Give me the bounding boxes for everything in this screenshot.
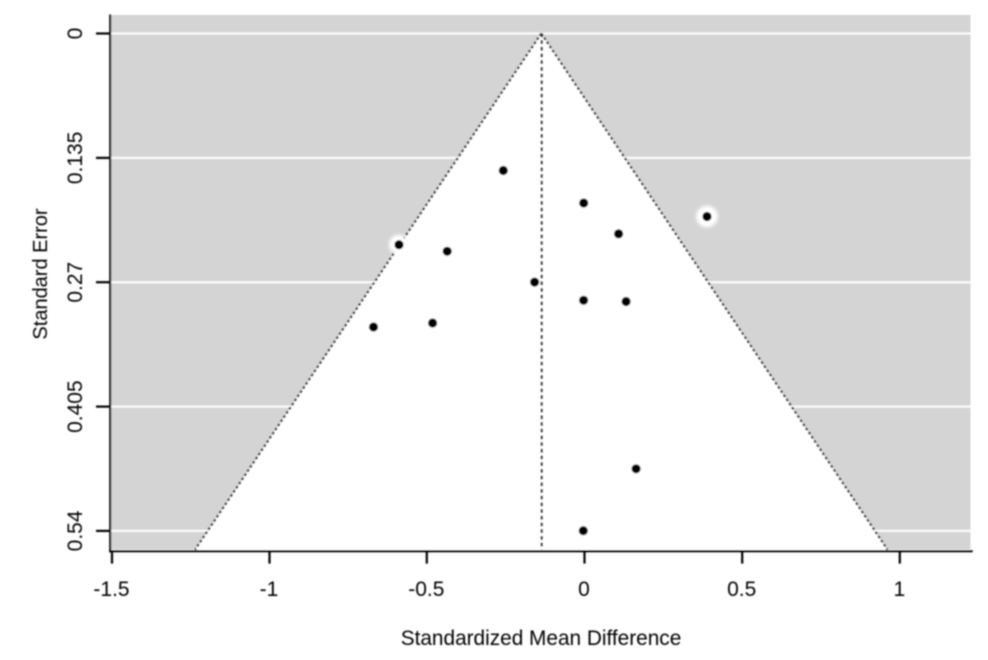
svg-text:0.135: 0.135 [64, 132, 87, 185]
svg-text:Standard Error: Standard Error [30, 208, 52, 340]
svg-text:-1: -1 [260, 578, 279, 601]
svg-text:0.27: 0.27 [64, 262, 87, 303]
svg-text:0.405: 0.405 [64, 380, 87, 433]
svg-text:-1.5: -1.5 [93, 578, 129, 601]
svg-text:1: 1 [893, 578, 905, 601]
svg-text:0: 0 [578, 578, 590, 601]
svg-text:-0.5: -0.5 [408, 578, 444, 601]
svg-text:0.54: 0.54 [64, 510, 87, 551]
svg-text:0: 0 [64, 28, 87, 40]
svg-text:Standardized Mean Difference: Standardized Mean Difference [401, 627, 682, 650]
svg-text:0.5: 0.5 [727, 578, 756, 601]
